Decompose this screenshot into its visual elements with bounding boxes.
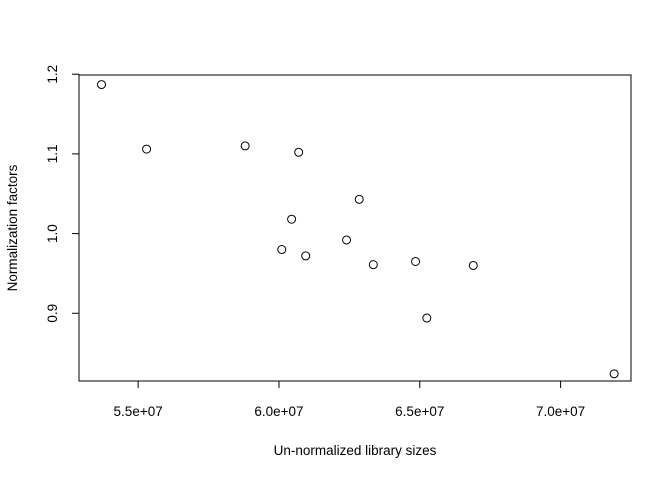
- data-point: [354, 194, 364, 204]
- y-tick-label: 1.2: [45, 65, 60, 84]
- data-point: [411, 256, 421, 266]
- x-tick-label: 5.5e+07: [114, 404, 163, 419]
- data-point: [294, 147, 304, 157]
- x-tick-label: 6.0e+07: [254, 404, 303, 419]
- x-axis-title: Un-normalized library sizes: [274, 443, 437, 458]
- data-point: [301, 251, 311, 261]
- data-point: [97, 80, 107, 90]
- y-tick-label: 1.0: [45, 224, 60, 243]
- data-point: [287, 214, 297, 224]
- y-tick-label: 0.9: [45, 304, 60, 323]
- data-point: [368, 260, 378, 270]
- plot-frame: [78, 74, 632, 382]
- y-axis-title: Normalization factors: [5, 164, 20, 291]
- data-point: [277, 245, 287, 255]
- data-point: [240, 141, 250, 151]
- data-point: [422, 313, 432, 323]
- data-point: [609, 369, 619, 379]
- data-point: [342, 235, 352, 245]
- data-point: [142, 144, 152, 154]
- data-point: [468, 260, 478, 270]
- y-tick-label: 1.1: [45, 145, 60, 164]
- x-tick-label: 6.5e+07: [395, 404, 444, 419]
- x-tick-label: 7.0e+07: [536, 404, 585, 419]
